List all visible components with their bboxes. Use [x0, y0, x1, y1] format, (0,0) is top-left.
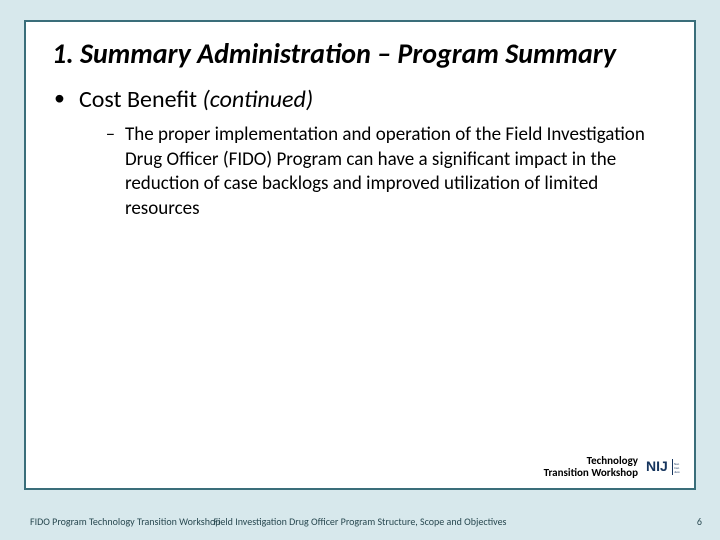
- slide-frame: 1. Summary Administration – Program Summ…: [24, 20, 696, 490]
- brand-block: Technology Transition Workshop NIJ Nat. …: [544, 455, 680, 480]
- bullet-l2-marker: −: [106, 123, 115, 146]
- svg-text:NIJ: NIJ: [646, 458, 668, 474]
- footer-center: Field Investigation Drug Officer Program…: [0, 515, 720, 528]
- slide-title: 1. Summary Administration – Program Summ…: [52, 36, 668, 71]
- bullet-l1-plain: Cost Benefit: [79, 85, 203, 114]
- bullet-l2-text: The proper implementation and operation …: [125, 123, 658, 222]
- bullet-level1: • Cost Benefit (continued): [52, 85, 668, 115]
- bullet-l1-italic: (continued): [203, 85, 314, 114]
- brand-text: Technology Transition Workshop: [544, 455, 638, 480]
- slide-footer: FIDO Program Technology Transition Works…: [0, 504, 720, 540]
- nij-logo-icon: NIJ Nat. Inst. Just.: [646, 455, 680, 479]
- bullet-l1-text: Cost Benefit (continued): [79, 85, 313, 115]
- footer-page-number: 6: [697, 515, 702, 528]
- bullet-level2: − The proper implementation and operatio…: [106, 123, 658, 222]
- svg-text:Just.: Just.: [674, 470, 680, 474]
- bullet-l1-marker: •: [54, 85, 65, 111]
- brand-line2: Transition Workshop: [544, 467, 638, 480]
